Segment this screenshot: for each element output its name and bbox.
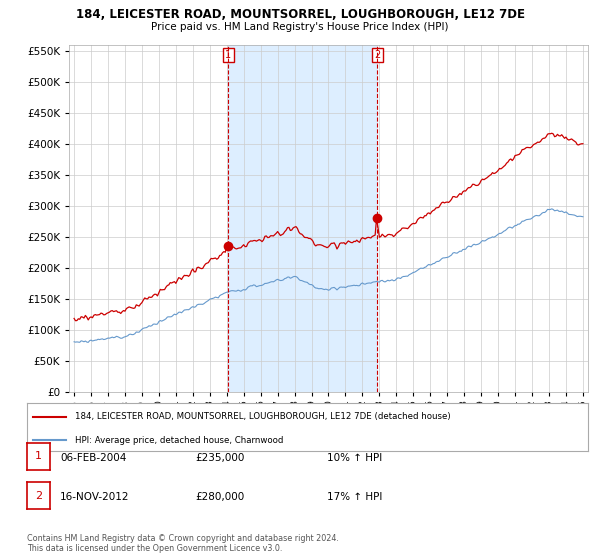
Text: 16-NOV-2012: 16-NOV-2012 [60,492,130,502]
Text: 1: 1 [35,451,42,461]
Text: 1: 1 [225,50,231,60]
Text: Contains HM Land Registry data © Crown copyright and database right 2024.
This d: Contains HM Land Registry data © Crown c… [27,534,339,553]
Text: HPI: Average price, detached house, Charnwood: HPI: Average price, detached house, Char… [74,436,283,445]
Text: Price paid vs. HM Land Registry's House Price Index (HPI): Price paid vs. HM Land Registry's House … [151,22,449,32]
Text: 2: 2 [374,50,380,60]
Bar [228,45,377,392]
Text: 2: 2 [35,491,42,501]
Text: 184, LEICESTER ROAD, MOUNTSORREL, LOUGHBOROUGH, LE12 7DE: 184, LEICESTER ROAD, MOUNTSORREL, LOUGHB… [76,8,524,21]
Text: £235,000: £235,000 [195,452,244,463]
Text: 10% ↑ HPI: 10% ↑ HPI [327,452,382,463]
Text: £280,000: £280,000 [195,492,244,502]
Text: 17% ↑ HPI: 17% ↑ HPI [327,492,382,502]
Text: 184, LEICESTER ROAD, MOUNTSORREL, LOUGHBOROUGH, LE12 7DE (detached house): 184, LEICESTER ROAD, MOUNTSORREL, LOUGHB… [74,412,451,421]
Text: 06-FEB-2004: 06-FEB-2004 [60,452,127,463]
